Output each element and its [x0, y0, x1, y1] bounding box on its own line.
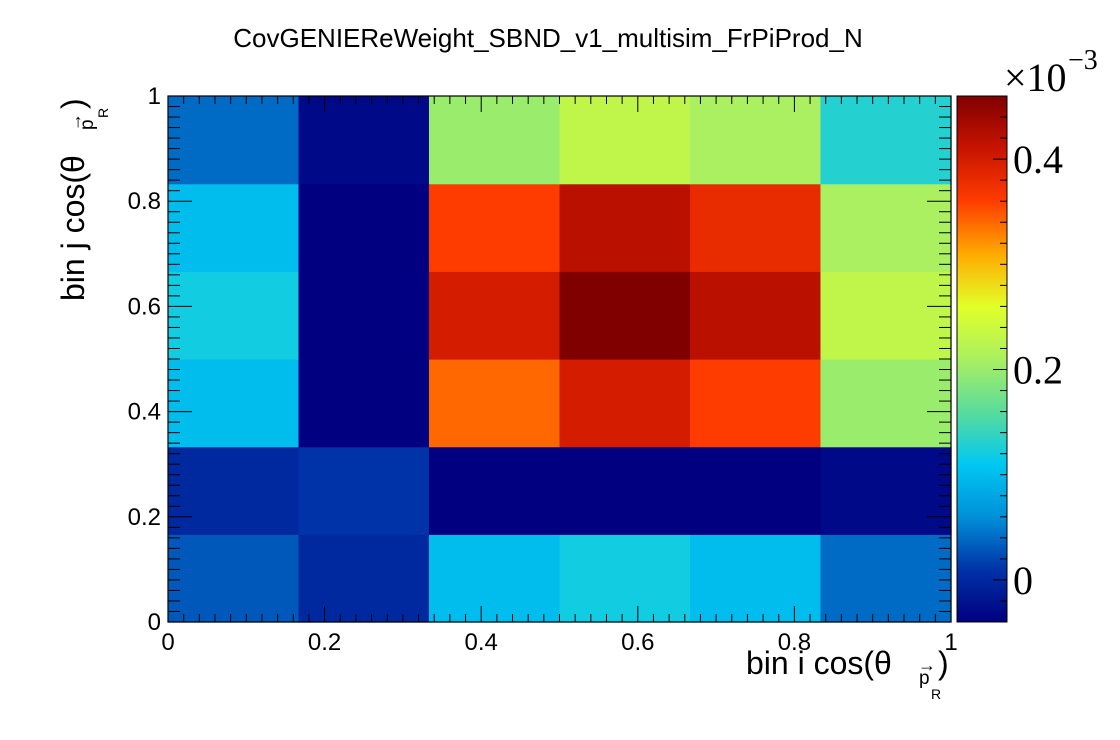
- svg-text:−3: −3: [1068, 45, 1098, 76]
- heatmap-cell: [559, 359, 691, 448]
- heatmap-cell: [168, 271, 300, 360]
- heatmap-cell: [559, 271, 691, 360]
- colorbar-tick-label: 0.2: [1013, 348, 1063, 393]
- colorbar-ticks: [993, 95, 1007, 623]
- heatmap-cell: [428, 96, 561, 185]
- svg-text:R: R: [95, 108, 111, 118]
- heatmap-cell: [428, 271, 561, 360]
- chart-title: CovGENIEReWeight_SBND_v1_multisim_FrPiPr…: [233, 23, 863, 53]
- heatmap-cell: [168, 359, 300, 448]
- heatmap-cell: [428, 183, 561, 272]
- y-axis-label: bin j cos(θ → p R ): [55, 98, 111, 301]
- heatmap-cell: [559, 446, 691, 535]
- heatmap-cell: [298, 96, 430, 185]
- heatmap-cell: [168, 183, 300, 272]
- heatmap-cell: [298, 534, 430, 623]
- y-axis-ticks: [168, 95, 951, 623]
- svg-text:p: p: [77, 119, 98, 130]
- heatmap-cell: [690, 446, 822, 535]
- heatmap-cell: [428, 534, 561, 623]
- x-tick-label: 0: [161, 629, 174, 656]
- heatmap-cell: [168, 446, 300, 535]
- heatmap-cells: [168, 96, 952, 623]
- heatmap-cell: [559, 96, 691, 185]
- y-tick-label: 1: [148, 83, 161, 110]
- y-tick-label: 0.6: [128, 293, 161, 320]
- svg-text:bin j cos(θ: bin j cos(θ: [55, 155, 91, 301]
- x-tick-label: 0.6: [621, 629, 654, 656]
- colorbar-frame: [956, 95, 1008, 623]
- x-tick-label: 1: [944, 629, 957, 656]
- x-axis-ticks: [167, 96, 952, 622]
- colorbar-tick-labels: 0 0.2 0.4: [1013, 137, 1063, 603]
- y-tick-label: 0.4: [128, 399, 161, 426]
- svg-text:R: R: [931, 686, 941, 702]
- heatmap-cell: [820, 359, 952, 448]
- x-tick-label: 0.4: [465, 629, 498, 656]
- x-axis-label: bin i cos(θ → p R ): [746, 645, 949, 702]
- svg-text:): ): [55, 98, 91, 109]
- colorbar-tick-label: 0.4: [1013, 137, 1063, 182]
- y-tick-label: 0.2: [128, 504, 161, 531]
- svg-text:p: p: [919, 668, 930, 689]
- svg-text:→: →: [65, 113, 85, 131]
- svg-text:→: →: [918, 655, 936, 675]
- heatmap-cell: [559, 534, 691, 623]
- x-tick-label: 0.8: [778, 629, 811, 656]
- x-tick-label: 0.2: [308, 629, 341, 656]
- colorbar-exponent: ×10 −3: [1004, 45, 1098, 100]
- heatmap-cell: [168, 534, 300, 623]
- heatmap-cell: [820, 271, 952, 360]
- y-tick-label: 0: [148, 609, 161, 636]
- y-axis-tick-labels: 0 0.2 0.4 0.6 0.8 1: [128, 83, 161, 636]
- heatmap-cell: [298, 183, 430, 272]
- heatmap-cell: [690, 183, 822, 272]
- heatmap-cell: [690, 534, 822, 623]
- x-axis-tick-labels: 0 0.2 0.4 0.6 0.8 1: [161, 629, 957, 656]
- heatmap-cell: [820, 446, 952, 535]
- colorbar-tick-label: 0: [1013, 558, 1033, 603]
- heatmap-cell: [820, 96, 952, 185]
- svg-text:): ): [938, 645, 949, 681]
- colorbar: 0 0.2 0.4 ×10 −3: [956, 45, 1098, 623]
- heatmap-cell: [298, 359, 430, 448]
- heatmap-cell: [298, 446, 430, 535]
- heatmap-cell: [690, 271, 822, 360]
- heatmap-cell: [820, 534, 952, 623]
- heatmap-cell: [559, 183, 691, 272]
- colorbar-gradient: [957, 96, 1007, 622]
- heatmap-cell: [690, 96, 822, 185]
- svg-text:bin i cos(θ: bin i cos(θ: [746, 645, 892, 681]
- heatmap-cell: [298, 271, 430, 360]
- heatmap-cell: [690, 359, 822, 448]
- heatmap-cell: [820, 183, 952, 272]
- heatmap-cell: [428, 446, 561, 535]
- heatmap-cell: [168, 96, 300, 185]
- heatmap-cell: [428, 359, 561, 448]
- y-tick-label: 0.8: [128, 188, 161, 215]
- svg-text:×10: ×10: [1004, 55, 1067, 100]
